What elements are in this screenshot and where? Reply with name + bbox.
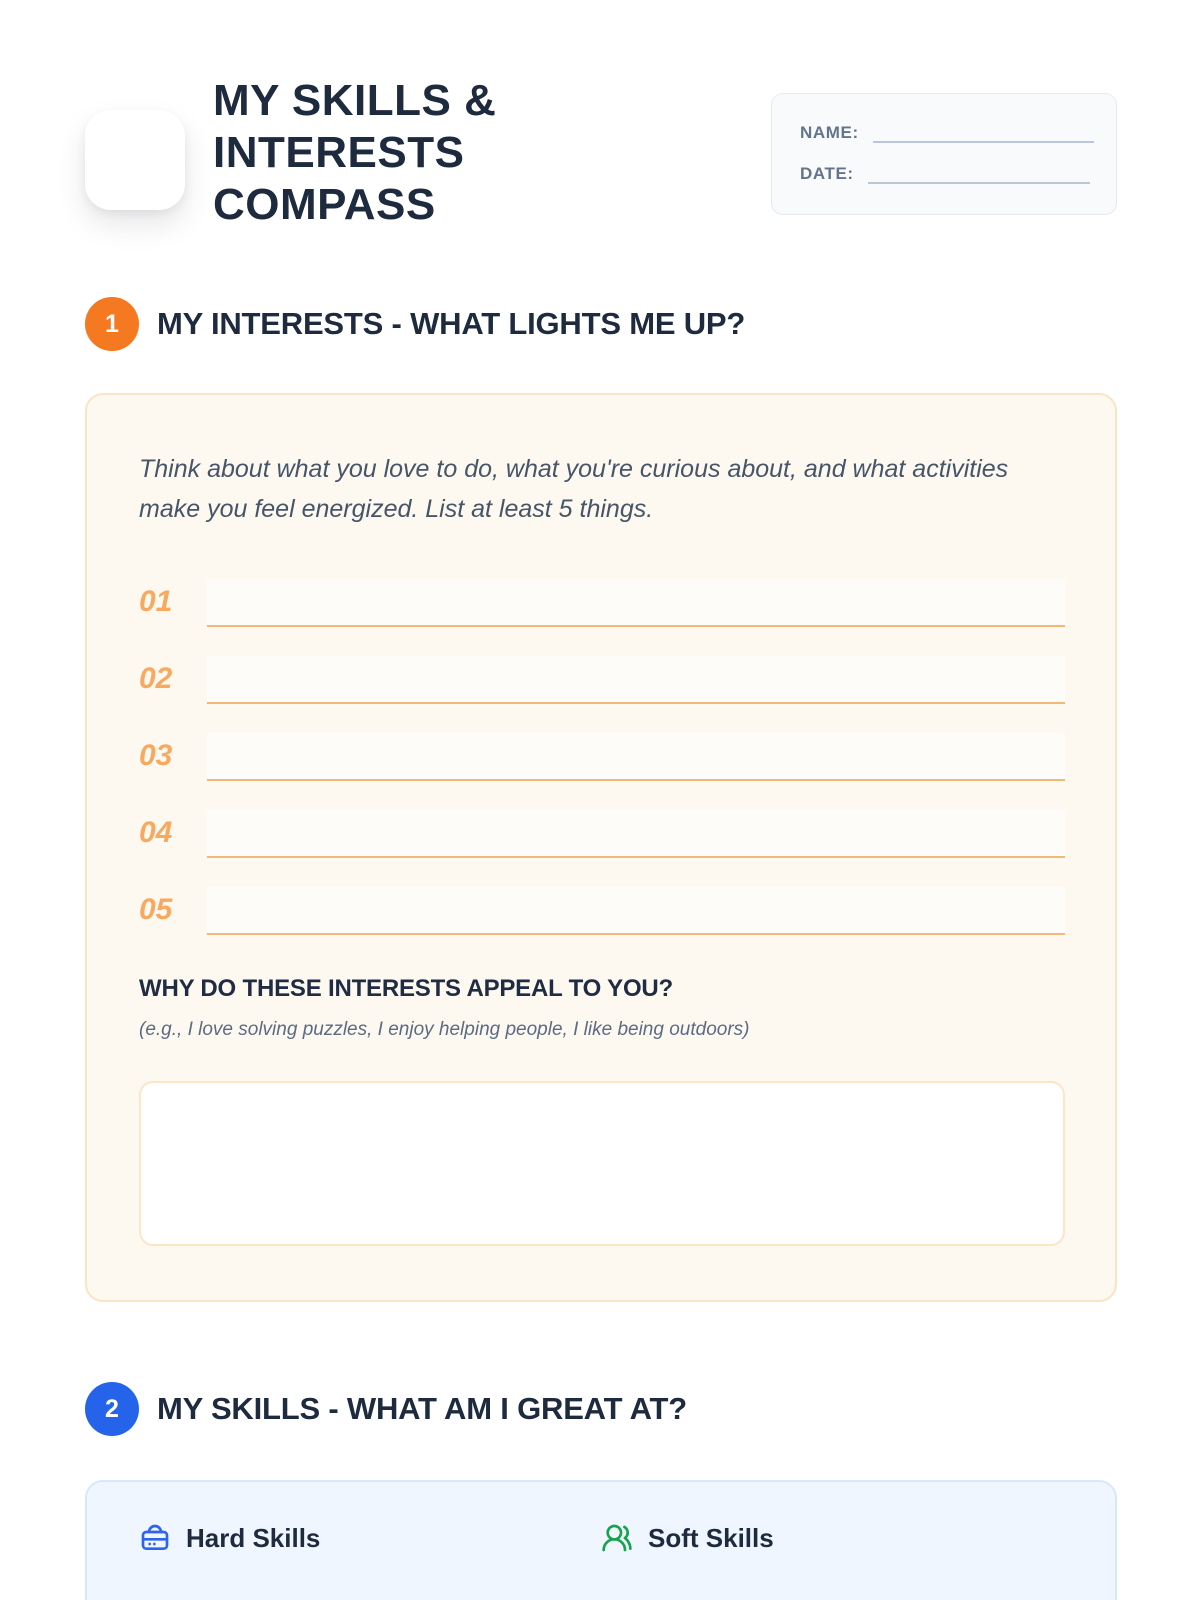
interest-row-5: 05 [139,887,1065,935]
page-title-line-1: MY SKILLS & [213,76,497,125]
interest-input-5[interactable] [207,887,1065,935]
header: MY SKILLS & INTERESTS COMPASS NAME: DATE… [85,75,1117,231]
skills-card: Hard Skills Soft Skills [85,1480,1117,1600]
interest-input-1[interactable] [207,579,1065,627]
interest-number-3: 03 [139,739,173,772]
date-input[interactable] [867,160,1090,184]
interest-row-4: 04 [139,810,1065,858]
why-appeal-textarea[interactable] [139,1081,1065,1246]
why-appeal-question: WHY DO THESE INTERESTS APPEAL TO YOU? [139,975,674,1002]
users-round-icon [601,1522,633,1554]
date-label: DATE: [800,164,854,183]
hard-skills-column: Hard Skills [139,1522,601,1554]
interest-input-4[interactable] [207,810,1065,858]
section-1-heading: 1 MY INTERESTS - WHAT LIGHTS ME UP? [85,297,1117,351]
section-2-number-badge: 2 [85,1382,139,1436]
interest-input-3[interactable] [207,733,1065,781]
interest-row-2: 02 [139,656,1065,704]
name-label: NAME: [800,123,859,142]
interests-card: Think about what you love to do, what yo… [85,393,1117,1302]
page-title-line-2: INTERESTS [213,128,465,177]
name-row: NAME: [800,119,1094,143]
hard-skills-label: Hard Skills [186,1522,321,1553]
section-2-heading: 2 MY SKILLS - WHAT AM I GREAT AT? [85,1382,1117,1436]
name-input[interactable] [872,119,1094,143]
interest-number-1: 01 [139,585,173,618]
interests-intro-text: Think about what you love to do, what yo… [139,455,1009,523]
section-1-title: MY INTERESTS - WHAT LIGHTS ME UP? [157,306,746,341]
interest-input-2[interactable] [207,656,1065,704]
interest-number-5: 05 [139,893,173,926]
page-title: MY SKILLS & INTERESTS COMPASS [213,75,496,231]
soft-skills-column: Soft Skills [601,1522,1063,1554]
date-row: DATE: [800,160,1090,184]
interest-number-2: 02 [139,662,173,695]
section-1-number-badge: 1 [85,297,139,351]
interest-number-4: 04 [139,816,173,849]
logo-placeholder [85,110,185,210]
interest-row-3: 03 [139,733,1065,781]
toolbox-icon [139,1522,171,1554]
page-title-line-3: COMPASS [213,180,436,229]
why-appeal-hint: (e.g., I love solving puzzles, I enjoy h… [139,1019,750,1040]
soft-skills-label: Soft Skills [648,1522,774,1553]
interest-row-1: 01 [139,579,1065,627]
section-2-title: MY SKILLS - WHAT AM I GREAT AT? [157,1391,687,1426]
name-date-box: NAME: DATE: [771,93,1117,215]
